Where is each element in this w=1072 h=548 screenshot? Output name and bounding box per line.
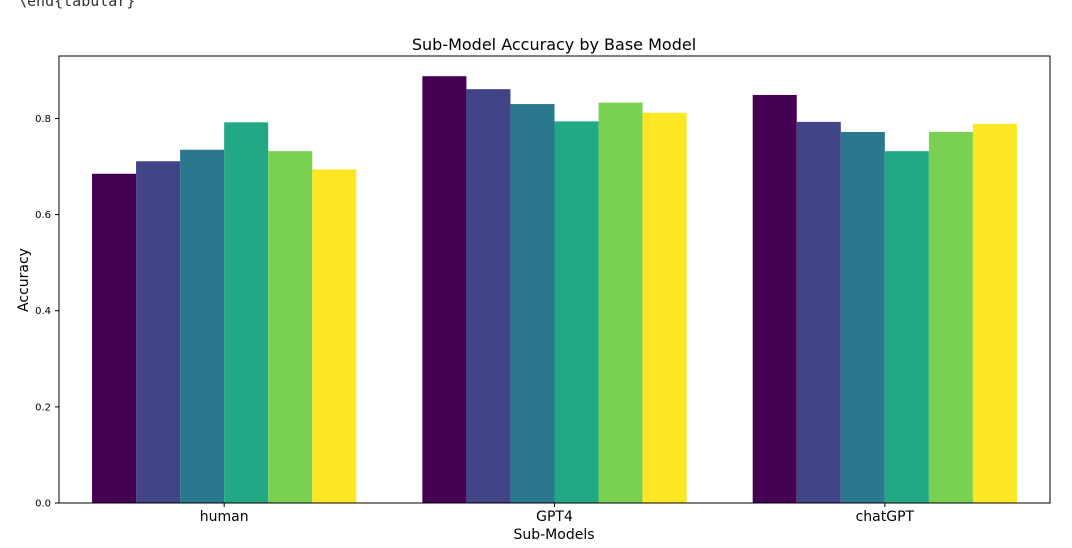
chart-title: Sub-Model Accuracy by Base Model: [412, 35, 696, 54]
y-tick-label: 0.6: [35, 210, 51, 221]
bar-chatgpt-1: [752, 94, 797, 504]
y-tick-label: 0.4: [35, 306, 51, 317]
bar-human-4: [224, 122, 269, 503]
bar-gpt4-2: [466, 89, 511, 503]
y-axis: 0.0 0.2 0.4 0.6 0.8: [35, 114, 59, 510]
y-tick-label: 0.2: [35, 402, 51, 413]
x-axis-label: Sub-Models: [513, 527, 594, 543]
bar-gpt4-1: [422, 76, 467, 503]
bar-chatgpt-3: [840, 131, 885, 503]
bar-human-2: [136, 161, 181, 503]
bar-human-1: [92, 173, 137, 504]
x-tick-label: human: [200, 509, 249, 525]
bar-chatgpt-5: [928, 131, 973, 503]
bars-group: [92, 76, 1017, 504]
bar-gpt4-4: [554, 121, 599, 504]
y-tick-label: 0.0: [35, 499, 51, 510]
x-axis: human GPT4 chatGPT: [200, 503, 915, 525]
bar-gpt4-5: [598, 102, 643, 503]
x-tick-label: GPT4: [536, 509, 573, 525]
top-fragment-text: \end{tabular}: [18, 0, 136, 10]
bar-human-5: [268, 151, 313, 504]
bar-gpt4-3: [510, 104, 555, 503]
y-axis-label: Accuracy: [16, 248, 32, 312]
y-tick-label: 0.8: [35, 114, 51, 125]
bar-human-6: [312, 169, 357, 503]
bar-gpt4-6: [642, 112, 687, 503]
bar-human-3: [180, 149, 225, 503]
bar-chatgpt-2: [796, 121, 841, 503]
x-tick-label: chatGPT: [856, 509, 915, 525]
bar-chatgpt-4: [884, 151, 929, 504]
bar-chatgpt-6: [972, 123, 1017, 503]
